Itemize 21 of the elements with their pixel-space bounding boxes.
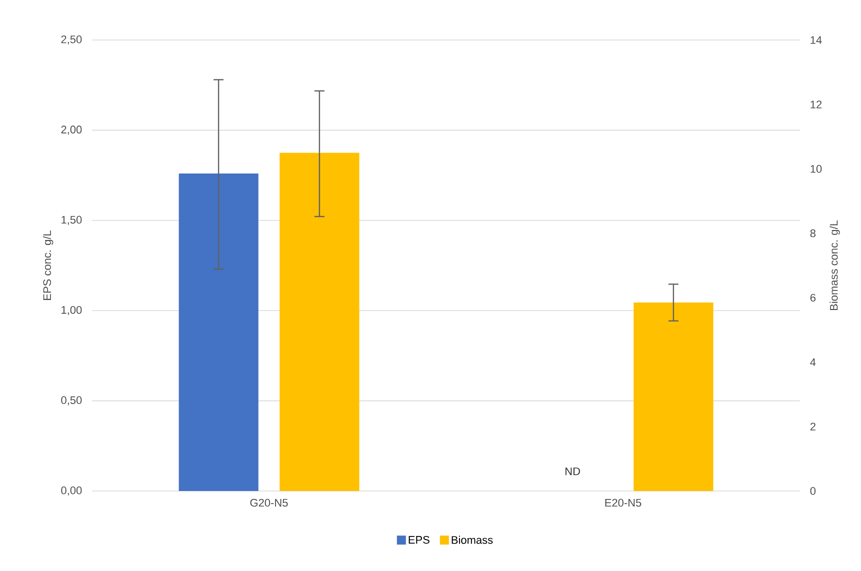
y-tick-label: 0,50: [61, 396, 82, 406]
x-tick-label: E20-N5: [605, 498, 642, 507]
annotation: ND: [566, 468, 580, 476]
legend-label: EPS: [408, 536, 430, 544]
y-tick-label: 1,50: [62, 216, 82, 225]
y-tick-label: 0,00: [61, 486, 82, 496]
y2-tick-label: 8: [810, 229, 816, 238]
y2-tick-label: 14: [810, 36, 822, 44]
y2-tick-label: 4: [810, 358, 816, 366]
y2-tick-label: 12: [810, 100, 822, 108]
y2-tick-label: 10: [810, 164, 822, 173]
y2-tick-label: 2: [810, 422, 816, 430]
legend-label: Biomass: [452, 536, 493, 544]
y-tick-label: 1,00: [62, 306, 82, 316]
y-tick-label: 2,50: [61, 35, 82, 45]
y-axis-title: EPS conc. g/L: [42, 230, 54, 300]
y2-axis-title: Biomass conc. g/L: [830, 220, 840, 310]
x-tick-label: G20-N5: [250, 498, 288, 507]
y2-tick-label: 0: [810, 487, 816, 495]
y2-tick-label: 6: [810, 294, 816, 302]
y-tick-label: 2,00: [61, 126, 82, 135]
